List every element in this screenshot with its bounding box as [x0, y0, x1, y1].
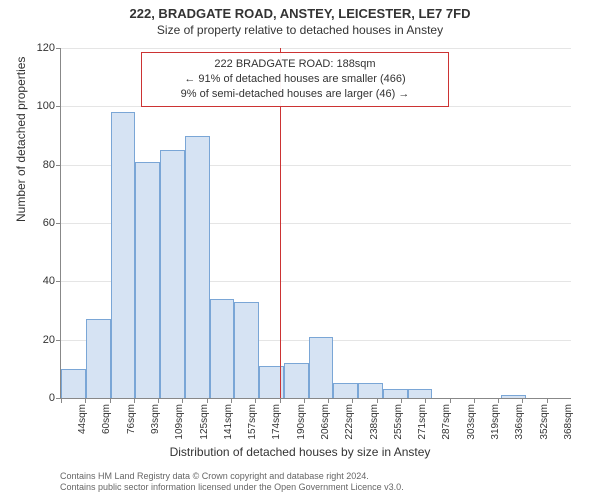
y-tick-label: 80: [43, 159, 61, 171]
y-tick-label: 20: [43, 334, 61, 346]
x-tick-label: 319sqm: [490, 404, 501, 440]
bar: [111, 112, 136, 398]
y-tick-label: 120: [37, 42, 61, 54]
chart-title: 222, BRADGATE ROAD, ANSTEY, LEICESTER, L…: [0, 0, 600, 21]
x-tick-label: 93sqm: [150, 404, 161, 434]
x-axis-label: Distribution of detached houses by size …: [0, 445, 600, 459]
x-tick-mark: [110, 398, 111, 403]
bar: [501, 395, 526, 398]
footer-line-1: Contains HM Land Registry data © Crown c…: [60, 471, 404, 483]
y-tick-label: 0: [49, 392, 61, 404]
x-tick-mark: [352, 398, 353, 403]
y-tick-label: 40: [43, 275, 61, 287]
x-tick-mark: [377, 398, 378, 403]
x-tick-label: 44sqm: [77, 404, 88, 434]
x-tick-mark: [61, 398, 62, 403]
x-tick-mark: [304, 398, 305, 403]
x-tick-label: 336sqm: [514, 404, 525, 440]
x-tick-label: 255sqm: [393, 404, 404, 440]
bar: [160, 150, 185, 398]
x-tick-mark: [401, 398, 402, 403]
y-tick-label: 60: [43, 217, 61, 229]
x-tick-mark: [425, 398, 426, 403]
x-tick-label: 271sqm: [417, 404, 428, 440]
footer-line-2: Contains public sector information licen…: [60, 482, 404, 494]
x-tick-label: 368sqm: [563, 404, 574, 440]
x-tick-label: 238sqm: [369, 404, 380, 440]
bar: [408, 389, 433, 398]
x-tick-label: 222sqm: [344, 404, 355, 440]
x-tick-mark: [474, 398, 475, 403]
x-tick-label: 287sqm: [441, 404, 452, 440]
x-tick-mark: [498, 398, 499, 403]
x-tick-label: 141sqm: [223, 404, 234, 440]
x-tick-mark: [547, 398, 548, 403]
x-tick-mark: [207, 398, 208, 403]
bar: [185, 136, 210, 399]
x-tick-label: 303sqm: [466, 404, 477, 440]
x-tick-mark: [450, 398, 451, 403]
x-tick-mark: [134, 398, 135, 403]
x-tick-label: 109sqm: [174, 404, 185, 440]
x-tick-mark: [85, 398, 86, 403]
x-tick-label: 352sqm: [539, 404, 550, 440]
x-tick-label: 206sqm: [320, 404, 331, 440]
y-tick-label: 100: [37, 100, 61, 112]
footer-attribution: Contains HM Land Registry data © Crown c…: [60, 471, 404, 494]
x-tick-label: 60sqm: [101, 404, 112, 434]
bar: [210, 299, 235, 398]
chart-subtitle: Size of property relative to detached ho…: [0, 21, 600, 37]
x-tick-label: 76sqm: [126, 404, 137, 434]
bar: [333, 383, 358, 398]
x-tick-mark: [231, 398, 232, 403]
x-tick-label: 190sqm: [296, 404, 307, 440]
callout-line-3: 9% of semi-detached houses are larger (4…: [150, 87, 440, 102]
x-tick-label: 157sqm: [247, 404, 258, 440]
chart-container: 222, BRADGATE ROAD, ANSTEY, LEICESTER, L…: [0, 0, 600, 500]
bar: [383, 389, 408, 398]
x-tick-label: 125sqm: [199, 404, 210, 440]
y-axis-label: Number of detached properties: [14, 57, 28, 222]
x-tick-mark: [255, 398, 256, 403]
bar: [135, 162, 160, 398]
bar: [86, 319, 111, 398]
bar: [234, 302, 259, 398]
callout-line-2: ← 91% of detached houses are smaller (46…: [150, 72, 440, 87]
plot-area: 222 BRADGATE ROAD: 188sqm ← 91% of detac…: [60, 48, 571, 399]
bar: [309, 337, 334, 398]
bar: [358, 383, 383, 398]
bar: [61, 369, 86, 398]
x-tick-mark: [158, 398, 159, 403]
x-tick-mark: [328, 398, 329, 403]
x-tick-label: 174sqm: [271, 404, 282, 440]
callout-line-1: 222 BRADGATE ROAD: 188sqm: [150, 57, 440, 72]
x-tick-mark: [522, 398, 523, 403]
x-tick-mark: [182, 398, 183, 403]
x-tick-mark: [280, 398, 281, 403]
bar: [284, 363, 309, 398]
callout-box: 222 BRADGATE ROAD: 188sqm ← 91% of detac…: [141, 52, 449, 107]
